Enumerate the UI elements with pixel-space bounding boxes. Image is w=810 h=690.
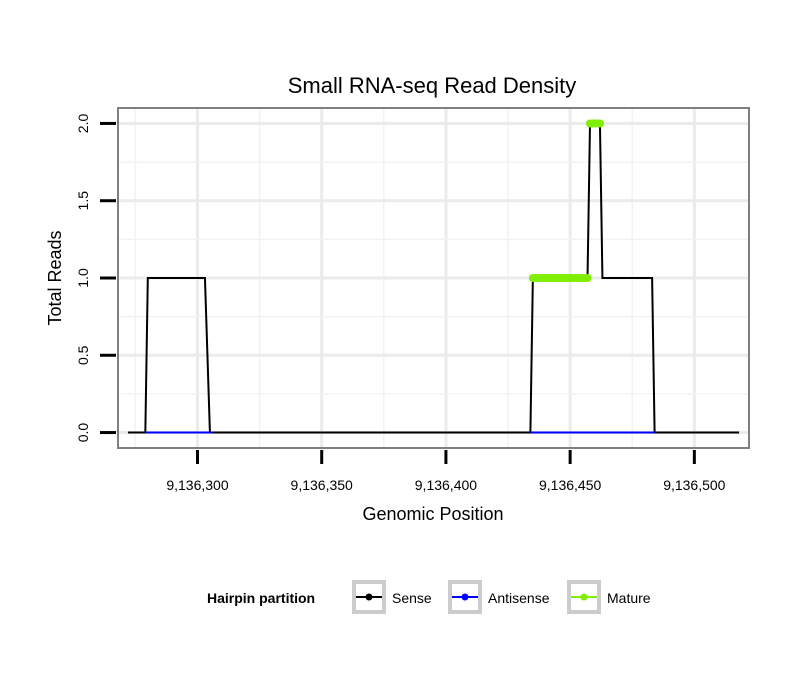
y-tick-label: 1.0 (75, 268, 91, 288)
x-tick-label: 9,136,350 (291, 477, 353, 493)
series-point-mature (595, 119, 604, 128)
legend: Hairpin partition Sense Antisense Mature (207, 580, 651, 614)
x-tick-label: 9,136,450 (539, 477, 601, 493)
chart-title: Small RNA-seq Read Density (288, 73, 577, 98)
x-axis: 9,136,300 9,136,350 9,136,400 9,136,450 9,13… (166, 450, 726, 493)
series-layer (127, 119, 740, 434)
legend-dot-sense (365, 593, 373, 601)
x-tick-label: 9,136,500 (663, 477, 725, 493)
legend-item-sense: Sense (352, 580, 432, 614)
y-tick-label: 2.0 (75, 114, 91, 134)
legend-title: Hairpin partition (207, 590, 315, 606)
legend-dot-mature (580, 593, 588, 601)
x-axis-label: Genomic Position (362, 504, 503, 524)
legend-item-mature: Mature (567, 580, 651, 614)
y-axis-label: Total Reads (45, 230, 65, 325)
y-tick-label: 0.5 (75, 345, 91, 365)
x-tick-label: 9,136,300 (166, 477, 228, 493)
legend-label-mature: Mature (607, 590, 651, 606)
legend-label-antisense: Antisense (488, 590, 550, 606)
legend-dot-antisense (461, 593, 469, 601)
y-tick-label: 0.0 (75, 423, 91, 443)
legend-item-antisense: Antisense (448, 580, 550, 614)
y-axis: 0.0 0.5 1.0 1.5 2.0 (75, 114, 116, 443)
x-tick-label: 9,136,400 (415, 477, 477, 493)
panel-border (117, 107, 750, 449)
series-point-mature (583, 274, 592, 282)
legend-label-sense: Sense (392, 590, 432, 606)
y-tick-label: 1.5 (75, 191, 91, 211)
